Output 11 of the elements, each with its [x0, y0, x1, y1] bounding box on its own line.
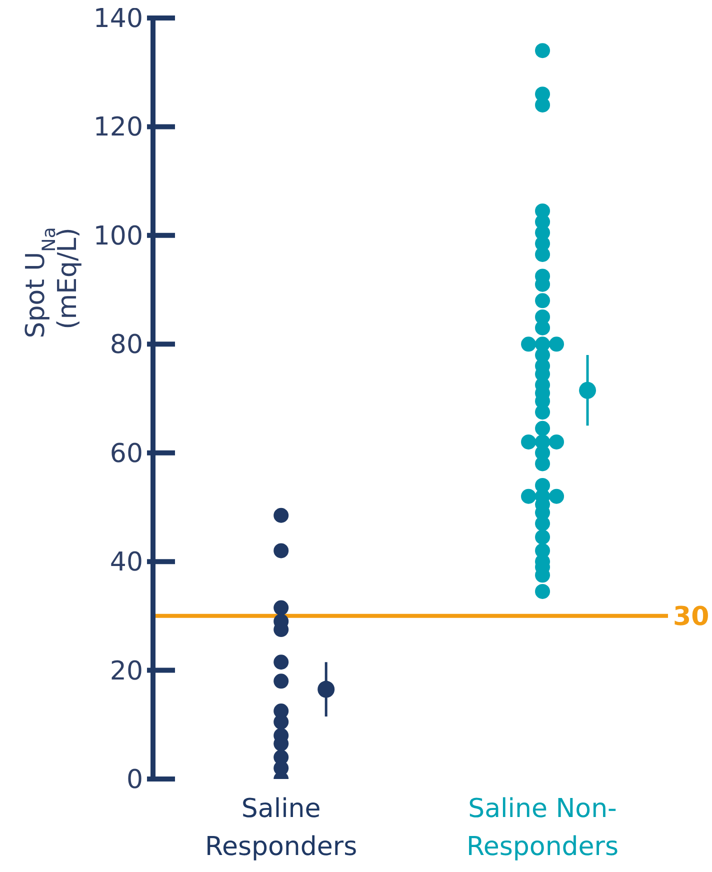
y-tick-label: 100: [93, 221, 143, 252]
y-tick-label: 140: [93, 4, 143, 34]
x-tick-label: Saline Non-Responders: [466, 794, 619, 862]
y-tick-label: 0: [126, 765, 143, 795]
y-tick-label: 40: [110, 548, 143, 578]
y-tick-label: 60: [110, 438, 143, 469]
y-tick-label: 120: [93, 112, 143, 143]
y-tick-label: 20: [110, 656, 143, 686]
x-tick-label: Saline Responders: [205, 794, 358, 862]
y-tick-label: 80: [110, 330, 143, 360]
ref-line-label: 30: [673, 602, 710, 632]
